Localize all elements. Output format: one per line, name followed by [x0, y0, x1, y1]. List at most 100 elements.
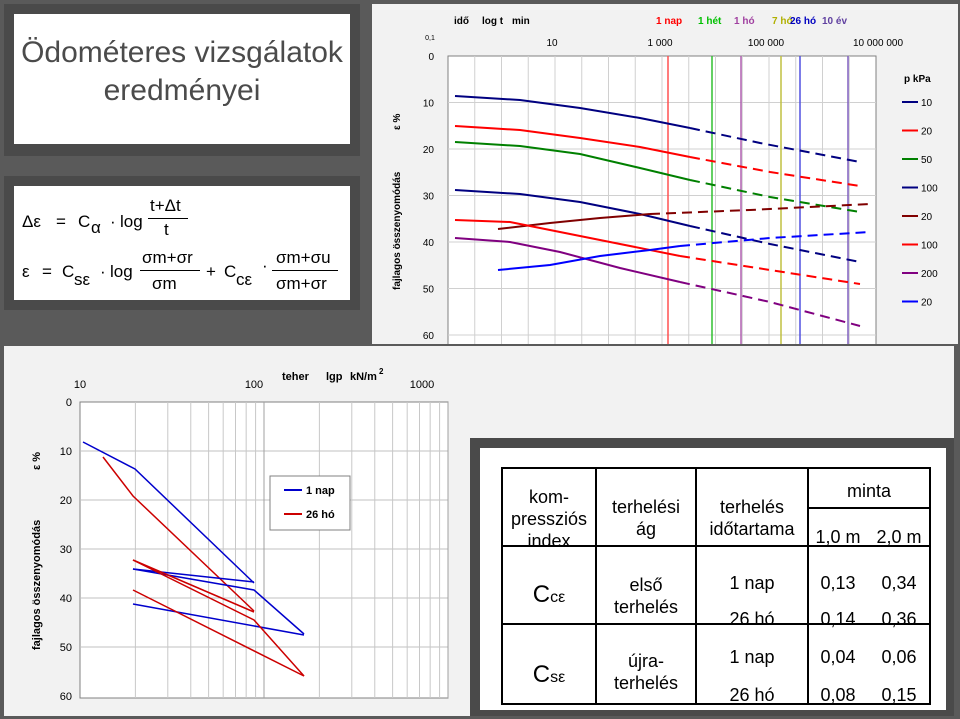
eq2-c2: C [224, 262, 237, 281]
chart1-time-label: 1 hó [734, 16, 755, 27]
chart2-x-label: teher [282, 371, 310, 383]
eq2-equals: = [42, 262, 52, 281]
row4-value-1m: 0,08 [820, 685, 856, 705]
chart1-x-tick-label: 10 000 000 [853, 38, 903, 49]
chart2-y-tick-label: 60 [60, 691, 72, 703]
eq1-lhs: Δε [22, 212, 41, 231]
chart1-y-axis-label: fajlagos összenyomódás [392, 171, 403, 290]
chart1-curve-extrapolated [649, 203, 871, 215]
eq1-log: log [120, 212, 143, 231]
chart1-header-ido: idő [454, 16, 469, 27]
row1-value-1m: 0,13 [820, 573, 856, 593]
chart2-y-tick-label: 20 [60, 495, 72, 507]
eq2-numerator-1: σm+σr [142, 248, 193, 267]
chart1-legend-title: p kPa [904, 74, 931, 85]
chart2-x-tick-label: 100 [245, 379, 263, 391]
chart1-curve-extrapolated [689, 127, 861, 163]
formula-box: Δε = C α · log t+Δt t ε = C sε · log σm+… [14, 186, 350, 300]
eq1-numerator: t+Δt [150, 196, 181, 215]
header-sample: minta [846, 481, 891, 501]
eq2-lhs: ε [22, 262, 30, 281]
chart1-curve-extrapolated [689, 225, 861, 263]
chart2-legend-label: 1 nap [306, 485, 335, 497]
row1-duration: 1 nap [729, 573, 775, 593]
title-line-1: Ödométeres vizsgálatok [21, 36, 343, 69]
row4-duration: 26 hó [729, 685, 775, 705]
chart2-y-tick-label: 40 [60, 593, 72, 605]
chart2-line [132, 559, 255, 613]
chart2-x-tick-label: 10 [74, 379, 86, 391]
chart2-line [132, 568, 255, 583]
row3-value-2m: 0,06 [881, 647, 917, 667]
chart1-curve-solid [454, 189, 691, 227]
chart2-grid [80, 402, 449, 698]
chart2-line [102, 456, 255, 612]
chart1-time-label: 1 hét [698, 16, 722, 27]
chart1-curve-solid [454, 219, 681, 257]
chart1-legend-label: 100 [921, 184, 938, 195]
chart1-y-tick-label: 20 [423, 145, 435, 156]
eq1-equals: = [56, 212, 66, 231]
title-box: Ödométeres vizsgálatok eredményei [14, 14, 350, 144]
header-compression-index: kom- pressziós index [510, 487, 588, 551]
chart1-curve-extrapolated [679, 255, 861, 285]
chart2-y-tick-label: 30 [60, 544, 72, 556]
header-sample-1m: 1,0 m [815, 527, 861, 547]
chart1-curve-extrapolated [689, 179, 861, 213]
chart2-y-axis-label: fajlagos összenyomódás [31, 520, 43, 650]
chart2-y-ticks: 0 10 20 30 40 50 60 [60, 397, 72, 703]
compression-index-table-panel: kom- pressziós index terhelési ág terhel… [470, 438, 954, 716]
row3-duration: 1 nap [729, 647, 775, 667]
row4-value-2m: 0,15 [881, 685, 917, 705]
chart1-legend-label: 20 [921, 127, 933, 138]
chart2-lines [82, 441, 305, 677]
chart1-y-tick-label: 10 [423, 99, 435, 110]
chart2-y-tick-label: 50 [60, 642, 72, 654]
eq1-denominator: t [164, 220, 169, 239]
title-panel: Ödométeres vizsgálatok eredményei [4, 4, 360, 156]
page-title: Ödométeres vizsgálatok eredményei [14, 34, 350, 110]
chart1-curve-solid [454, 125, 691, 158]
chart1-y-axis-unit: ε % [392, 113, 403, 130]
chart1-y-tick-label: 0 [428, 52, 434, 63]
chart2-line [132, 568, 305, 635]
chart1-x-ticks: 0,1 10 1 000 100 000 10 000 000 [425, 35, 903, 49]
chart2-line [82, 441, 255, 584]
chart2-legend-label: 26 hó [306, 509, 335, 521]
chart1-curve-solid [497, 245, 681, 271]
chart2-y-axis-unit: ε % [31, 452, 43, 470]
row1-value-2m: 0,34 [881, 573, 917, 593]
chart1-legend: 10 20 50 100 20 100 200 20 [902, 98, 938, 309]
chart1-y-tick-label: 40 [423, 238, 435, 249]
row2-value-1m: 0,14 [820, 609, 856, 629]
branch-reloading: újra- terhelés [613, 651, 679, 693]
chart1-y-tick-label: 50 [423, 285, 435, 296]
eq1-c-sub: α [91, 218, 101, 237]
chart1-time-label: 10 év [822, 16, 847, 27]
row3-value-1m: 0,04 [820, 647, 856, 667]
chart1-time-label: 1 nap [656, 16, 682, 27]
eq2-plus: + [206, 262, 216, 281]
eq2-c1: C [62, 262, 75, 281]
chart1-legend-label: 200 [921, 269, 938, 280]
chart2-x-unit-sup: 2 [379, 367, 384, 376]
header-loading-branch: terhelési ág [611, 497, 681, 539]
chart1-time-label: 26 hó [790, 16, 816, 27]
chart1-x-tick-label: 1 000 [647, 38, 672, 49]
chart1-time-label: 7 hó [772, 16, 793, 27]
eq2-denominator-1: σm [152, 274, 177, 293]
chart1-x-tick-label: 0,1 [425, 35, 435, 42]
eq2-fraction-bar-2 [272, 270, 338, 271]
chart1-legend-label: 20 [921, 298, 933, 309]
chart2-line [132, 559, 305, 677]
chart1-y-tick-label: 60 [423, 331, 435, 342]
chart1-header-min: min [512, 16, 530, 27]
chart1-curve-solid [454, 237, 681, 283]
chart2-y-tick-label: 0 [66, 397, 72, 409]
formula-panel: Δε = C α · log t+Δt t ε = C sε · log σm+… [4, 176, 360, 310]
eq1-c: C [78, 212, 91, 231]
table-grid [501, 467, 931, 705]
eq1-fraction-bar [148, 218, 188, 219]
header-sample-2m: 2,0 m [876, 527, 922, 547]
